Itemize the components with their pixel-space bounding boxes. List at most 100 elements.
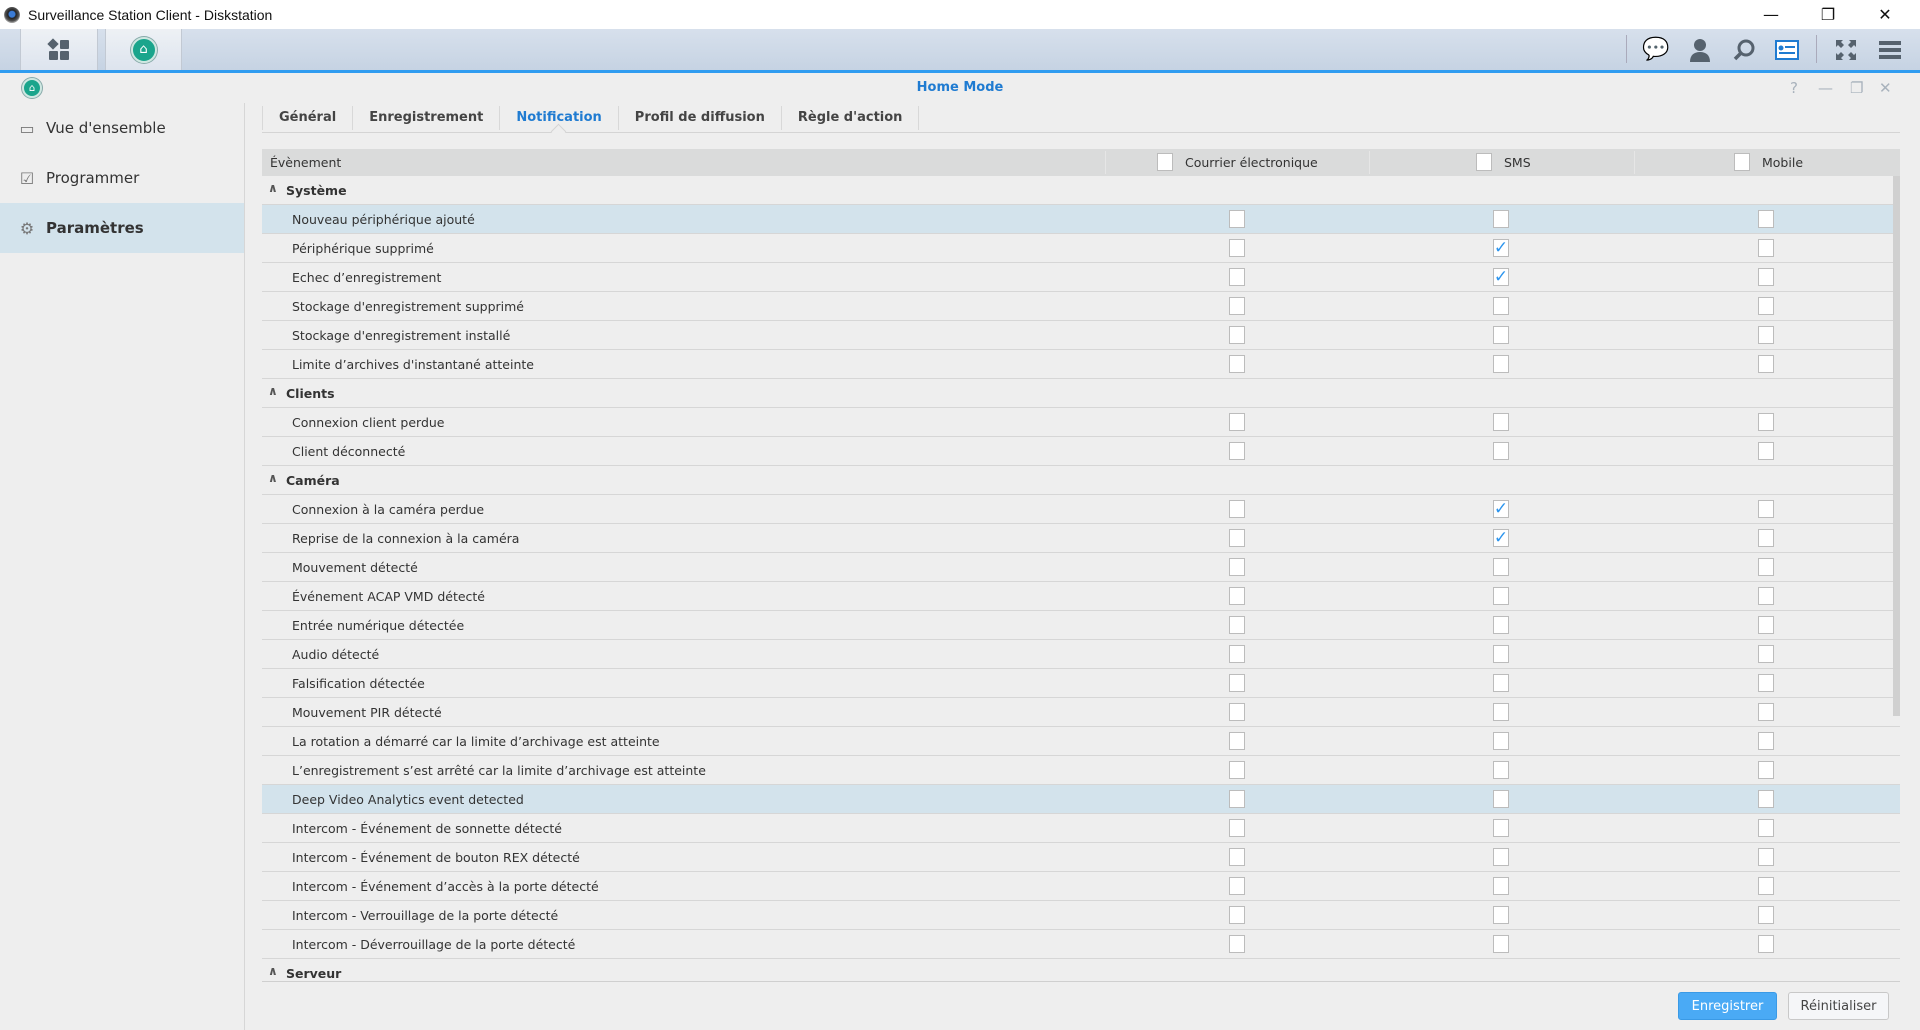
email-checkbox[interactable] [1229,239,1245,257]
sms-checkbox[interactable] [1493,790,1509,808]
sms-checkbox[interactable] [1493,732,1509,750]
email-checkbox[interactable] [1229,355,1245,373]
table-row[interactable]: Intercom - Déverrouillage de la porte dé… [262,930,1900,959]
email-checkbox[interactable] [1229,732,1245,750]
table-row[interactable]: Événement ACAP VMD détecté [262,582,1900,611]
table-row[interactable]: Limite d’archives d'instantané atteinte [262,350,1900,379]
email-checkbox[interactable] [1229,703,1245,721]
email-checkbox[interactable] [1229,268,1245,286]
table-row[interactable]: Connexion client perdue [262,408,1900,437]
mobile-checkbox[interactable] [1758,703,1774,721]
mobile-checkbox[interactable] [1758,935,1774,953]
email-checkbox[interactable] [1229,674,1245,692]
table-row[interactable]: Audio détecté [262,640,1900,669]
email-checkbox[interactable] [1229,587,1245,605]
mobile-checkbox[interactable] [1758,848,1774,866]
chevron-up-icon[interactable]: ∧ [268,471,278,485]
mobile-checkbox[interactable] [1758,674,1774,692]
mobile-checkbox[interactable] [1758,906,1774,924]
mobile-checkbox[interactable] [1758,355,1774,373]
mobile-checkbox[interactable] [1758,297,1774,315]
sms-checkbox[interactable] [1493,819,1509,837]
table-row[interactable]: L’enregistrement s’est arrêté car la lim… [262,756,1900,785]
table-row[interactable]: La rotation a démarré car la limite d’ar… [262,727,1900,756]
email-checkbox[interactable] [1229,645,1245,663]
mobile-checkbox[interactable] [1758,326,1774,344]
menu-icon[interactable] [1873,29,1907,70]
group-row-2[interactable]: ∧ Caméra [262,466,1900,495]
sms-select-all-checkbox[interactable] [1476,153,1492,171]
tab-recording[interactable]: Enregistrement [353,105,501,130]
email-checkbox[interactable] [1229,442,1245,460]
sidebar-item-schedule[interactable]: ☑ Programmer [0,153,244,203]
reset-button[interactable]: Réinitialiser [1788,992,1889,1020]
sms-checkbox[interactable] [1493,210,1509,228]
mobile-checkbox[interactable] [1758,442,1774,460]
group-row-0[interactable]: ∧ Système [262,176,1900,205]
table-row[interactable]: Entrée numérique détectée [262,611,1900,640]
sidebar-item-settings[interactable]: ⚙ Paramètres [0,203,244,253]
sms-checkbox[interactable] [1493,355,1509,373]
sms-checkbox[interactable] [1493,674,1509,692]
mobile-checkbox[interactable] [1758,877,1774,895]
mobile-checkbox[interactable] [1758,790,1774,808]
email-checkbox[interactable] [1229,906,1245,924]
table-row[interactable]: Connexion à la caméra perdue ✓ [262,495,1900,524]
mobile-checkbox[interactable] [1758,819,1774,837]
restore-button[interactable]: ❐ [1820,5,1836,24]
help-button[interactable]: ? [1790,79,1798,97]
sms-checkbox[interactable] [1493,761,1509,779]
email-select-all-checkbox[interactable] [1157,153,1173,171]
table-row[interactable]: Stockage d'enregistrement supprimé [262,292,1900,321]
mobile-checkbox[interactable] [1758,239,1774,257]
email-checkbox[interactable] [1229,558,1245,576]
sidebar-item-overview[interactable]: ▭ Vue d'ensemble [0,103,244,153]
sms-checkbox[interactable] [1493,877,1509,895]
table-row[interactable]: Deep Video Analytics event detected [262,785,1900,814]
mobile-checkbox[interactable] [1758,616,1774,634]
app-launcher-button[interactable] [20,29,98,70]
mobile-checkbox[interactable] [1758,529,1774,547]
mobile-checkbox[interactable] [1758,732,1774,750]
info-card-icon[interactable] [1770,29,1804,70]
window-minimize-button[interactable]: — [1818,79,1833,97]
email-checkbox[interactable] [1229,848,1245,866]
mobile-checkbox[interactable] [1758,500,1774,518]
user-icon[interactable] [1683,29,1717,70]
tab-streaming-profile[interactable]: Profil de diffusion [619,105,782,130]
sms-checkbox[interactable] [1493,848,1509,866]
mobile-checkbox[interactable] [1758,268,1774,286]
sms-checkbox[interactable]: ✓ [1493,529,1509,547]
email-checkbox[interactable] [1229,877,1245,895]
sms-checkbox[interactable] [1493,703,1509,721]
table-row[interactable]: Mouvement détecté [262,553,1900,582]
sms-checkbox[interactable] [1493,326,1509,344]
table-row[interactable]: Reprise de la connexion à la caméra ✓ [262,524,1900,553]
sms-checkbox[interactable] [1493,645,1509,663]
table-row[interactable]: Falsification détectée [262,669,1900,698]
email-checkbox[interactable] [1229,297,1245,315]
sms-checkbox[interactable] [1493,935,1509,953]
minimize-button[interactable]: — [1763,5,1779,24]
mobile-checkbox[interactable] [1758,413,1774,431]
sms-checkbox[interactable] [1493,906,1509,924]
fullscreen-icon[interactable] [1829,29,1863,70]
table-row[interactable]: Stockage d'enregistrement installé [262,321,1900,350]
window-restore-button[interactable]: ❐ [1850,79,1864,97]
table-row[interactable]: Client déconnecté [262,437,1900,466]
table-row[interactable]: Intercom - Événement de sonnette détecté [262,814,1900,843]
email-checkbox[interactable] [1229,210,1245,228]
search-icon[interactable] [1727,29,1761,70]
table-row[interactable]: Mouvement PIR détecté [262,698,1900,727]
table-row[interactable]: Périphérique supprimé ✓ [262,234,1900,263]
email-checkbox[interactable] [1229,326,1245,344]
email-checkbox[interactable] [1229,819,1245,837]
mobile-checkbox[interactable] [1758,210,1774,228]
home-mode-tab[interactable]: ⌂ [105,29,182,70]
mobile-checkbox[interactable] [1758,587,1774,605]
tab-action-rule[interactable]: Règle d'action [782,105,920,130]
email-checkbox[interactable] [1229,790,1245,808]
mobile-checkbox[interactable] [1758,558,1774,576]
email-checkbox[interactable] [1229,761,1245,779]
group-row-1[interactable]: ∧ Clients [262,379,1900,408]
